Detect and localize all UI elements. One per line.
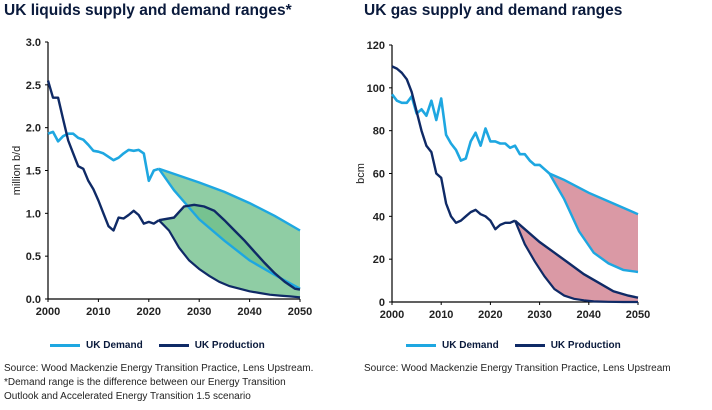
legend-item-demand: UK Demand [50, 340, 143, 351]
y-tick-label: 0.0 [26, 294, 41, 306]
y-tick-label: 0 [379, 297, 385, 309]
y-tick-label: 1.5 [26, 166, 41, 178]
demand-range-area [549, 173, 638, 272]
gas-chart-panel: UK gas supply and demand ranges 0 20 40 60 8… [356, 0, 712, 410]
liquids-chart-panel: UK liquids supply and demand ranges* 0.0… [4, 2, 313, 404]
x-tick-label: 2010 [429, 309, 453, 321]
production-high-line [514, 219, 639, 299]
x-tick-label: 2030 [187, 306, 211, 318]
y-tick-label: 3.0 [26, 37, 41, 49]
legend-swatch-demand [406, 344, 436, 347]
y-tick-label: 120 [367, 40, 385, 52]
production-range-area [515, 220, 638, 302]
x-tick-label: 2050 [626, 309, 650, 321]
liquids-chart: 0.0 0.5 1.0 1.5 2.0 2.5 3.0 2000 2010 2020 2030 204… [11, 37, 312, 318]
series-line-uk-demand [47, 130, 160, 183]
source-line: Source: Wood Mackenzie Energy Transition… [364, 363, 671, 374]
x-tick-label: 2040 [577, 309, 601, 321]
liquids-legend: UK Demand UK Production [50, 340, 281, 351]
legend-swatch-production [158, 344, 189, 347]
y-tick-label: 0.5 [26, 251, 41, 263]
gas-legend: UK Demand UK Production [406, 340, 637, 351]
x-tick-label: 2030 [527, 309, 551, 321]
x-tick-label: 2010 [86, 306, 110, 318]
production-high-line [158, 203, 301, 291]
legend-label-demand: UK Demand [86, 340, 143, 351]
demand-low-line [157, 168, 301, 290]
y-tick-label: 80 [373, 126, 385, 138]
series-line-uk-demand [390, 93, 551, 175]
x-tick-label: 2000 [36, 306, 60, 318]
demand-high-line [158, 167, 301, 232]
x-tick-label: 2020 [478, 309, 502, 321]
legend-item-production: UK Production [514, 340, 621, 351]
source-line: *Demand range is the difference between … [4, 377, 286, 388]
y-tick-label: 20 [373, 254, 385, 266]
demand-high-line [548, 172, 639, 216]
x-tick-label: 2020 [137, 306, 161, 318]
production-low-line [158, 219, 301, 299]
y-tick-label: 2.0 [26, 123, 41, 135]
y-tick-label: 2.5 [26, 80, 41, 92]
liquids-source-note: Source: Wood Mackenzie Energy Transition… [4, 362, 313, 404]
source-line: Outlook and Accelerated Energy Transitio… [4, 391, 251, 402]
legend-swatch-production [514, 344, 545, 347]
gas-source-note: Source: Wood Mackenzie Energy Transition… [364, 362, 671, 376]
y-axis-label: bcm [356, 163, 367, 184]
legend-item-production: UK Production [158, 340, 265, 351]
x-tick-label: 2040 [237, 306, 261, 318]
x-tick-label: 2050 [288, 306, 312, 318]
y-tick-label: 100 [367, 83, 385, 95]
production-low-line [513, 220, 638, 304]
legend-label-production: UK Production [550, 340, 621, 351]
source-line: Source: Wood Mackenzie Energy Transition… [4, 363, 314, 374]
y-tick-label: 1.0 [26, 208, 41, 220]
y-tick-label: 60 [373, 169, 385, 181]
series-line-uk-production [391, 65, 516, 231]
legend-label-production: UK Production [194, 340, 265, 351]
y-tick-label: 40 [373, 211, 385, 223]
x-tick-label: 2000 [380, 309, 404, 321]
gas-chart-title: UK gas supply and demand ranges [364, 2, 623, 19]
y-axis-label: million b/d [11, 146, 23, 196]
demand-low-line [548, 172, 639, 274]
liquids-chart-title: UK liquids supply and demand ranges* [4, 2, 292, 19]
legend-item-demand: UK Demand [406, 340, 499, 351]
legend-label-demand: UK Demand [442, 340, 499, 351]
production-range-area [158, 204, 300, 298]
legend-swatch-demand [50, 344, 80, 347]
series-line-uk-production [46, 80, 160, 232]
